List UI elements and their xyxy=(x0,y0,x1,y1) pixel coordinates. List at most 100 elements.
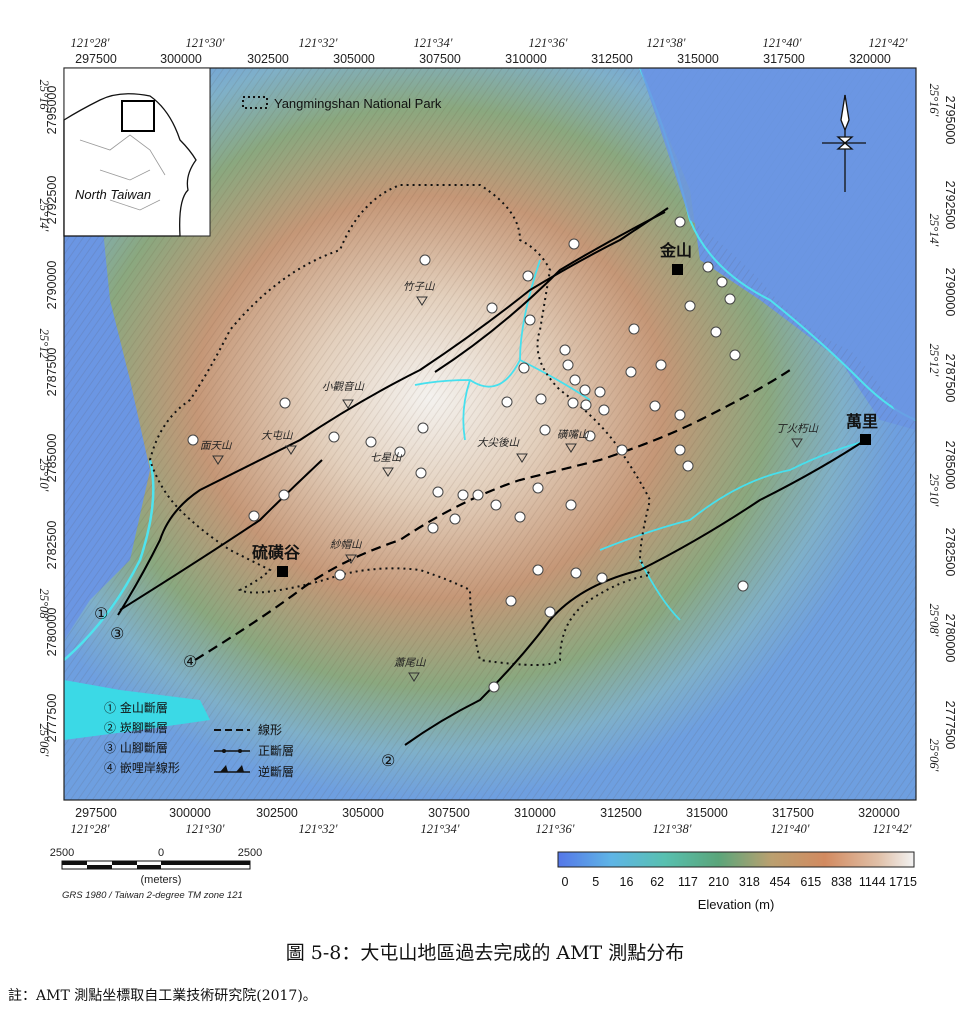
northing-label: 2787500 xyxy=(943,354,957,403)
figure-caption: 圖 5-8：大屯山地區過去完成的 AMT 測點分布 xyxy=(285,942,685,964)
peak-label: 丁火朽山 xyxy=(776,423,819,435)
elevation-tick-label: 16 xyxy=(620,875,634,889)
town-marker-wanli xyxy=(860,434,871,445)
peak-label: 竹子山 xyxy=(403,281,436,293)
elevation-tick-label: 1715 xyxy=(889,875,917,889)
elevation-tick-label: 0 xyxy=(562,875,569,889)
elevation-tick-label: 62 xyxy=(650,875,664,889)
lon-label: 121°28' xyxy=(71,822,110,836)
northing-label: 2780000 xyxy=(943,614,957,663)
peak-label: 七星山 xyxy=(370,452,403,464)
easting-label: 302500 xyxy=(247,52,289,66)
amt-points xyxy=(187,216,749,693)
legend-thrust-fault: 逆斷層 xyxy=(258,764,294,779)
lineament xyxy=(194,369,791,661)
lon-label: 121°36' xyxy=(529,36,568,50)
lat-label: 25°14' xyxy=(37,199,51,232)
elevation-tick-label: 1144 xyxy=(859,875,886,889)
park-legend-swatch xyxy=(242,96,268,109)
inset-label: North Taiwan xyxy=(75,187,151,202)
fault-number: ① xyxy=(94,604,108,623)
elevation-tick-label: 318 xyxy=(739,875,760,889)
peak-label: 面天山 xyxy=(200,440,233,452)
northing-label: 2777500 xyxy=(943,701,957,750)
faults xyxy=(117,207,871,746)
northing-label: 2795000 xyxy=(45,86,59,135)
legend-fault-1: ① 金山斷層 xyxy=(104,700,168,715)
lat-label: 25°16' xyxy=(37,80,51,113)
easting-label: 310000 xyxy=(505,52,547,66)
elevation-tick-label: 454 xyxy=(770,875,791,889)
easting-label: 297500 xyxy=(75,52,117,66)
town-label-wanli: 萬里 xyxy=(846,412,878,431)
lat-label: 25°08' xyxy=(37,589,51,622)
north-arrow-icon xyxy=(822,94,866,192)
peak-label: 大屯山 xyxy=(261,430,294,442)
easting-label: 300000 xyxy=(160,52,202,66)
lat-label: 25°12' xyxy=(37,329,51,362)
lon-label: 121°38' xyxy=(647,36,686,50)
peak-label: 小觀音山 xyxy=(322,381,365,393)
lon-label: 121°34' xyxy=(414,36,453,50)
lon-label: 121°42' xyxy=(873,822,912,836)
easting-label: 305000 xyxy=(342,806,384,820)
scale-bar: 2500 0 2500 (meters) GRS 1980 / Taiwan 2… xyxy=(50,847,262,901)
easting-label: 317500 xyxy=(763,52,805,66)
legend-fault-3: ③ 山腳斷層 xyxy=(104,741,168,755)
northing-label: 2785000 xyxy=(45,434,59,483)
lon-label: 121°30' xyxy=(186,822,225,836)
coastline-west xyxy=(64,459,155,661)
lon-label: 121°42' xyxy=(869,36,908,50)
scale-unit-label: (meters) xyxy=(141,874,182,886)
elevation-tick-label: 210 xyxy=(708,875,729,889)
northing-label: 2785000 xyxy=(943,441,957,490)
rivers xyxy=(414,259,871,621)
peak-label: 大尖後山 xyxy=(477,437,520,449)
northing-label: 2790000 xyxy=(943,268,957,317)
elevation-tick-label: 117 xyxy=(678,875,698,889)
lon-label: 121°40' xyxy=(763,36,802,50)
lon-label: 121°32' xyxy=(299,36,338,50)
lon-label: 121°40' xyxy=(771,822,810,836)
elevation-title: Elevation (m) xyxy=(698,897,775,912)
peak-label: 蕭尾山 xyxy=(394,657,427,669)
lat-label: 25°14' xyxy=(927,214,941,247)
lon-label: 121°32' xyxy=(299,822,338,836)
easting-label: 312500 xyxy=(600,806,642,820)
easting-label: 315000 xyxy=(686,806,728,820)
easting-label: 312500 xyxy=(591,52,633,66)
northing-label: 2792500 xyxy=(45,176,59,225)
easting-label: 307500 xyxy=(419,52,461,66)
figure-note: 註：AMT 測點坐標取自工業技術研究院(2017)。 xyxy=(8,988,317,1004)
elevation-tick-label: 5 xyxy=(592,875,599,889)
northing-label: 2780000 xyxy=(45,608,59,657)
lon-label: 121°38' xyxy=(653,822,692,836)
elevation-tick-label: 838 xyxy=(831,875,852,889)
lon-label: 121°28' xyxy=(71,36,110,50)
northing-label: 2787500 xyxy=(45,348,59,397)
lat-label: 25°12' xyxy=(927,344,941,377)
left-axis-labels: 25°16' 25°14' 25°12' 25°10' 25°08' 25°06… xyxy=(37,80,59,757)
northing-label: 2795000 xyxy=(943,96,957,145)
town-marker-liuhuang xyxy=(277,566,288,577)
lat-label: 25°08' xyxy=(927,604,941,637)
legend-fault-4: ④ 嵌哩岸線形 xyxy=(104,760,180,775)
easting-label: 320000 xyxy=(849,52,891,66)
top-lon-labels: 121°28' 121°30' 121°32' 121°34' 121°36' … xyxy=(71,36,908,50)
park-boundary xyxy=(148,184,652,666)
elevation-colorbar: 0 5 16 62 117 210 318 454 615 838 1144 1715 Elevati… xyxy=(557,851,917,912)
fault-number-markers: ① ③ ④ ② xyxy=(94,604,395,770)
scale-mid-label: 0 xyxy=(158,847,164,859)
easting-label: 320000 xyxy=(858,806,900,820)
lon-label: 121°36' xyxy=(536,822,575,836)
lon-label: 121°34' xyxy=(421,822,460,836)
river-mouth xyxy=(64,680,210,740)
map-figure: 121°28' 121°30' 121°32' 121°34' 121°36' … xyxy=(37,36,957,912)
lat-label: 25°10' xyxy=(927,474,941,507)
northing-label: 2782500 xyxy=(45,521,59,570)
inset-extent-box xyxy=(121,100,155,132)
northing-label: 2777500 xyxy=(45,694,59,743)
easting-label: 305000 xyxy=(333,52,375,66)
town-marker-jinshan xyxy=(672,264,683,275)
inset-map: North Taiwan xyxy=(63,67,211,237)
